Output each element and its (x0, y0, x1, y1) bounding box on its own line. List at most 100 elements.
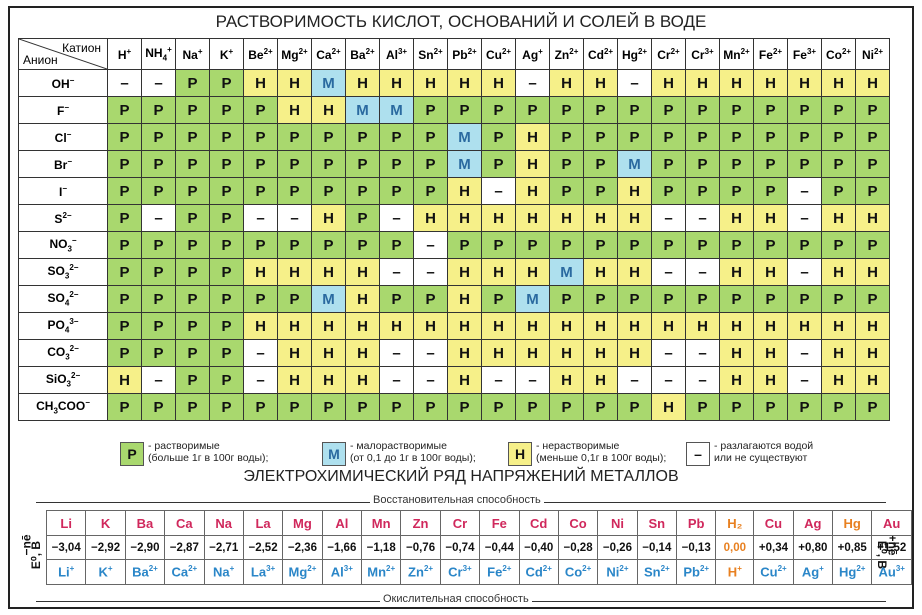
solubility-cell: Р (617, 96, 652, 124)
cation-charge: 2+ (467, 46, 477, 56)
cation-charge: 2+ (873, 46, 884, 56)
solubility-cell: Р (481, 393, 516, 421)
solubility-cell: Р (175, 366, 210, 394)
solubility-cell: Н (617, 258, 652, 286)
solubility-cell: Р (787, 123, 822, 151)
solubility-cell: – (651, 258, 686, 286)
solubility-cell: Н (719, 339, 754, 367)
solubility-cell: Р (617, 231, 652, 259)
solubility-cell: Р (209, 393, 244, 421)
solubility-cell: Р (175, 312, 210, 340)
solubility-cell: Р (787, 150, 822, 178)
solubility-cell: Р (379, 231, 414, 259)
cation-header-10: Pb2+ (447, 38, 482, 70)
ion-cell: Sn2+ (636, 559, 678, 585)
solubility-cell: М (447, 150, 482, 178)
solubility-cell: – (413, 231, 448, 259)
solubility-cell: – (277, 204, 312, 232)
solubility-cell: – (787, 339, 822, 367)
solubility-cell: Н (107, 366, 142, 394)
solubility-cell: Н (617, 204, 652, 232)
ion-charge: 2+ (188, 564, 198, 574)
cation-charge: 2+ (298, 46, 308, 56)
solubility-cell: Н (753, 69, 788, 97)
solubility-cell: Р (549, 393, 584, 421)
metal-cell: Sn (636, 510, 678, 536)
ion-symbol: La (250, 564, 267, 580)
solubility-cell: Р (107, 123, 142, 151)
solubility-cell: Р (719, 150, 754, 178)
solubility-cell: Р (141, 312, 176, 340)
cation-charge: + (167, 45, 172, 55)
ion-cell: Pb2+ (675, 559, 717, 585)
cation-charge: 2+ (670, 46, 680, 56)
solubility-cell: Р (243, 123, 278, 151)
ion-charge: + (229, 564, 235, 574)
solubility-cell: – (515, 366, 550, 394)
solubility-cell: Н (277, 69, 312, 97)
ion-cell: Ni2+ (597, 559, 638, 585)
ion-symbol: Cu (760, 564, 778, 580)
ion-cell: Cr3+ (439, 559, 481, 585)
solubility-cell: Н (447, 258, 482, 286)
solubility-cell: Р (651, 123, 686, 151)
potential-cell: −0,74 (439, 535, 481, 560)
anion-header-0: OH− (18, 69, 108, 97)
solubility-cell: Н (345, 312, 380, 340)
ion-charge: 2+ (619, 564, 629, 574)
ion-symbol: Pb (683, 564, 700, 580)
solubility-cell: – (481, 177, 516, 205)
potential-cell: 0,00 (715, 535, 755, 560)
ion-charge: 3+ (343, 564, 353, 574)
solubility-cell: Н (311, 366, 346, 394)
ions-row: Li+ K+ Ba2+ Ca2+ Na+ La3+ Mg2+ Al3+ Mn2+ Zn2+ Cr3+… (45, 559, 912, 585)
ion-symbol: Cr (448, 564, 463, 580)
legend-note: (меньше 0,1г в 100г воды); (536, 452, 667, 464)
anion-subscript: 3 (66, 379, 71, 389)
anion-charge: 2− (69, 263, 79, 273)
anion-subscript: 3 (65, 352, 70, 362)
ion-symbol: Hg (838, 564, 857, 580)
cation-symbol: Ni (861, 47, 874, 62)
anion-symbol: Br (53, 157, 68, 172)
solubility-cell: Р (175, 231, 210, 259)
anion-row: SiO32− Н – Р Р – Н Н Н – – Н – – Н Н – – – Н Н – Н Н (18, 366, 890, 394)
solubility-cell: М (447, 123, 482, 151)
cation-header-2: Na+ (175, 38, 210, 70)
solubility-cell: Н (413, 312, 448, 340)
solubility-cell: Р (209, 258, 244, 286)
solubility-cell: Р (753, 177, 788, 205)
solubility-cell: – (787, 177, 822, 205)
solubility-cell: Р (787, 231, 822, 259)
anion-row: F− Р Р Р Р Р Н Н М М Р Р Р Р Р Р Р Р Р Р Р Р Р Р (18, 96, 890, 124)
solubility-cell: Р (821, 231, 856, 259)
solubility-cell: Р (107, 150, 142, 178)
potential-cell: −0,14 (636, 535, 678, 560)
anion-header-5: S2− (18, 204, 108, 232)
solubility-cell: Р (821, 96, 856, 124)
cation-symbol: Ca (316, 47, 332, 62)
anion-row: Br− Р Р Р Р Р Р Р Р Р Р М Р Н Р Р М Р Р Р Р Р Р Р (18, 150, 890, 178)
solubility-cell: Р (583, 231, 618, 259)
anion-charge: 2− (62, 210, 72, 220)
solubility-cell: Н (855, 339, 890, 367)
solubility-cell: Н (277, 366, 312, 394)
anion-symbol: OH (51, 76, 70, 91)
solubility-cell: Р (141, 393, 176, 421)
solubility-cell: Н (753, 366, 788, 394)
solubility-cell: М (549, 258, 584, 286)
ion-symbol: Fe (487, 564, 503, 580)
legend-note: (от 0,1 до 1г в 100г воды); (350, 452, 476, 464)
solubility-cell: Р (107, 393, 142, 421)
solubility-cell: Р (855, 231, 890, 259)
solubility-cell: Р (379, 150, 414, 178)
cation-symbol: H (117, 47, 127, 62)
cation-header-17: Cr3+ (685, 38, 720, 70)
solubility-cell: Н (447, 69, 482, 97)
solubility-cell: Р (175, 258, 210, 286)
cation-charge: 2+ (433, 46, 443, 56)
anion-symbol: I (58, 184, 63, 199)
potential-cell: −2,92 (85, 535, 126, 560)
solubility-cell: Н (549, 204, 584, 232)
ion-cell: Zn2+ (400, 559, 441, 585)
